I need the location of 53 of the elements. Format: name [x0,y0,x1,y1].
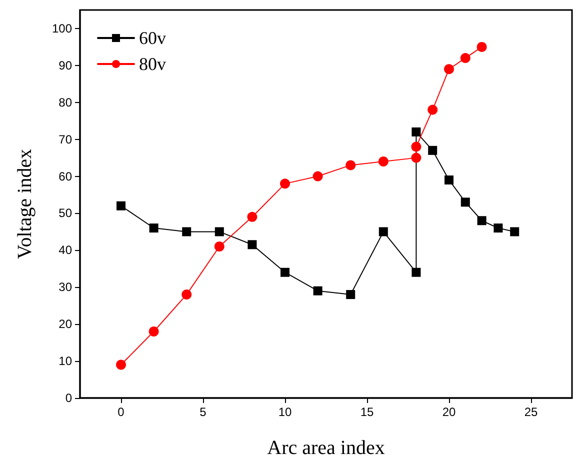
point [428,146,438,155]
x-tick-label: 10 [278,405,292,419]
x-tick-label: 25 [524,405,538,419]
point [428,104,438,115]
point [116,360,126,370]
point [444,64,454,74]
point [248,240,257,250]
y-tick-label: 60 [58,169,72,184]
point [214,242,224,252]
legend-label: 80v [139,54,166,74]
point [378,227,388,236]
y-tick-label: 20 [58,317,72,332]
y-tick-label: 10 [58,354,72,368]
y-tick-label: 50 [58,206,72,220]
x-tick-label: 0 [118,405,125,419]
point [411,152,422,163]
y-tick-label: 90 [58,58,72,72]
point [312,171,323,182]
point [460,198,470,207]
y-tick-label: 30 [58,280,72,294]
point [280,268,290,277]
y-tick-label: 70 [58,132,72,146]
point [510,227,520,236]
x-tick-label: 20 [442,405,456,419]
point [214,227,224,236]
point [494,224,503,233]
point [477,216,486,226]
point [182,227,192,236]
y-tick-label: 0 [65,391,72,405]
point [148,326,159,336]
point [247,212,258,222]
y-tick-label: 40 [58,243,72,258]
point [412,127,421,136]
point [460,53,470,64]
point [116,201,126,210]
x-axis-title: Arc area index [267,437,385,459]
point [444,175,454,184]
point [149,224,158,233]
y-tick-label: 100 [52,21,72,36]
point [411,142,422,152]
point [280,178,290,189]
point [412,268,421,277]
y-tick-label: 80 [58,95,72,110]
x-tick-label: 5 [200,405,207,419]
x-tick-label: 15 [360,405,374,419]
point [378,156,388,166]
point [313,286,322,296]
legend-label: 60v [139,28,166,48]
point [476,42,487,52]
point [346,160,356,170]
point [346,290,356,300]
point [182,290,192,300]
y-axis-title: Voltage index [14,148,36,260]
